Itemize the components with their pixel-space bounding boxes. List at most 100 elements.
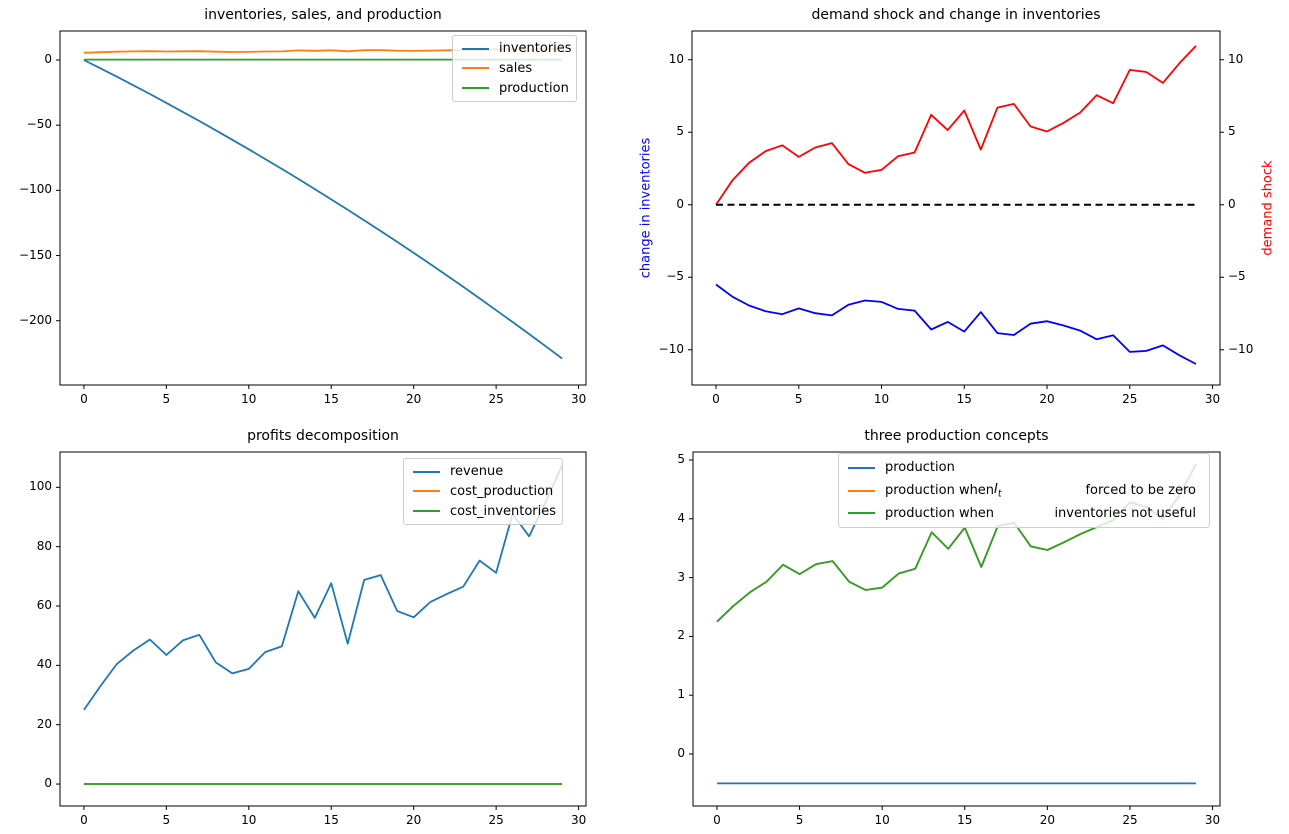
x-tick-label: 10 xyxy=(873,392,890,406)
axes-profits-decomposition xyxy=(56,451,587,810)
y-tick-label: −100 xyxy=(19,182,52,197)
y-tick-label: 3 xyxy=(677,569,685,584)
y-tick-label: 2 xyxy=(677,628,685,643)
revenue-line xyxy=(83,464,563,711)
legend-line-sample xyxy=(462,67,489,70)
x-tick-label: 30 xyxy=(570,392,587,406)
legend-label: revenue xyxy=(450,464,504,480)
legend-line-sample xyxy=(848,466,875,469)
y-tick-label: 10 xyxy=(668,51,684,66)
legend-line-sample xyxy=(413,490,440,493)
x-tick-label: 5 xyxy=(794,392,803,406)
legend-line-sample xyxy=(848,489,875,492)
legend-line-sample xyxy=(413,510,440,513)
axes-spines xyxy=(691,30,1221,386)
legend-item: sales xyxy=(453,61,576,76)
x-tick-label: 5 xyxy=(162,392,171,406)
legend-label: production when xyxy=(885,505,995,521)
y-tick-label-right: 0 xyxy=(1228,196,1236,211)
legend-label-right: forced to be zero xyxy=(1085,483,1196,498)
legend-item: production when inventories not useful xyxy=(839,506,1209,521)
y-tick-label: 0 xyxy=(44,52,52,66)
inventories-line xyxy=(83,59,563,360)
x-tick-label: 30 xyxy=(570,813,587,827)
legend-item: cost_inventories xyxy=(404,504,562,519)
x-tick-label: 25 xyxy=(1122,813,1138,827)
legend-line-sample xyxy=(413,470,440,473)
y-tick-label: 40 xyxy=(36,657,52,672)
x-tick-label: 0 xyxy=(80,392,88,406)
y-tick-label: −5 xyxy=(666,269,684,284)
chart-title: inventories, sales, and production xyxy=(204,7,442,23)
chart-title: demand shock and change in inventories xyxy=(811,7,1101,23)
chart-title: profits decomposition xyxy=(247,428,399,444)
y-tick-label-right: −5 xyxy=(1228,269,1246,284)
x-tick-label: 25 xyxy=(1122,392,1138,406)
x-tick-label: 20 xyxy=(1039,392,1055,406)
x-tick-label: 15 xyxy=(957,813,973,827)
chart-title: three production concepts xyxy=(864,428,1049,444)
axes-inventories-sales-production xyxy=(56,30,587,389)
x-tick-label: 25 xyxy=(488,813,504,827)
y-tick-label-right: −10 xyxy=(1228,341,1254,356)
axes-spines xyxy=(692,451,1221,807)
legend-line-sample xyxy=(462,47,489,50)
y-tick-label: −50 xyxy=(26,117,52,132)
x-tick-label: 15 xyxy=(323,392,339,406)
legend-label: cost_inventories xyxy=(450,503,557,519)
y-tick-label: 5 xyxy=(677,451,685,466)
axes-spines xyxy=(59,451,587,807)
legend-label: cost_production xyxy=(450,483,554,499)
legend-label: sales xyxy=(499,60,533,76)
x-tick-label: 10 xyxy=(241,813,257,827)
legend-label: production xyxy=(499,80,569,96)
legend: inventories sales production xyxy=(452,35,577,102)
y-tick-label: −10 xyxy=(658,341,684,356)
y-tick-label: 20 xyxy=(36,716,52,731)
y-tick-label: 0 xyxy=(44,776,52,791)
y-tick-label: 1 xyxy=(677,687,685,702)
y-tick-label-right: 10 xyxy=(1228,51,1244,66)
legend-item: revenue xyxy=(404,464,562,479)
x-tick-label: 25 xyxy=(488,392,504,406)
y-tick-label: 4 xyxy=(677,510,685,525)
legend-line-sample xyxy=(848,512,875,515)
legend-item: cost_production xyxy=(404,484,562,499)
x-tick-label: 30 xyxy=(1204,392,1221,406)
y-tick-label-right: 5 xyxy=(1228,124,1236,139)
y-tick-label: 5 xyxy=(676,124,684,139)
y-tick-label: 0 xyxy=(676,196,684,211)
y-tick-label: 60 xyxy=(36,598,52,612)
legend-label: production xyxy=(885,460,955,476)
axes-demand-shock-change-in-inventories xyxy=(688,30,1224,389)
x-tick-label: 20 xyxy=(406,813,422,827)
x-tick-label: 10 xyxy=(874,813,890,827)
x-tick-label: 20 xyxy=(406,392,422,406)
axes-spines xyxy=(59,30,587,386)
y-tick-label: 0 xyxy=(677,746,685,761)
change-in-inventories-line xyxy=(715,283,1197,365)
x-tick-label: 5 xyxy=(162,813,171,827)
legend-item: production xyxy=(839,460,1209,475)
x-tick-label: 30 xyxy=(1204,813,1221,827)
x-tick-label: 20 xyxy=(1039,813,1055,827)
y-tick-label: 100 xyxy=(29,479,52,494)
x-tick-label: 0 xyxy=(712,392,720,406)
x-tick-label: 0 xyxy=(713,813,721,827)
legend-label: production when xyxy=(885,483,995,498)
legend-item: production when It forced to be zero xyxy=(839,481,1209,500)
legend-item: inventories xyxy=(453,41,576,56)
x-tick-label: 5 xyxy=(795,813,804,827)
legend: revenue cost_production cost_inventories xyxy=(403,458,563,525)
x-tick-label: 10 xyxy=(241,392,257,406)
x-tick-label: 15 xyxy=(323,813,339,827)
math-variable: It xyxy=(994,481,1002,500)
legend: production production when It forced to be… xyxy=(838,453,1210,528)
x-tick-label: 0 xyxy=(80,813,88,827)
y-tick-label: 80 xyxy=(36,538,52,553)
y-tick-label: −200 xyxy=(19,312,52,327)
x-tick-label: 15 xyxy=(956,392,972,406)
legend-label-right: inventories not useful xyxy=(1054,505,1196,521)
